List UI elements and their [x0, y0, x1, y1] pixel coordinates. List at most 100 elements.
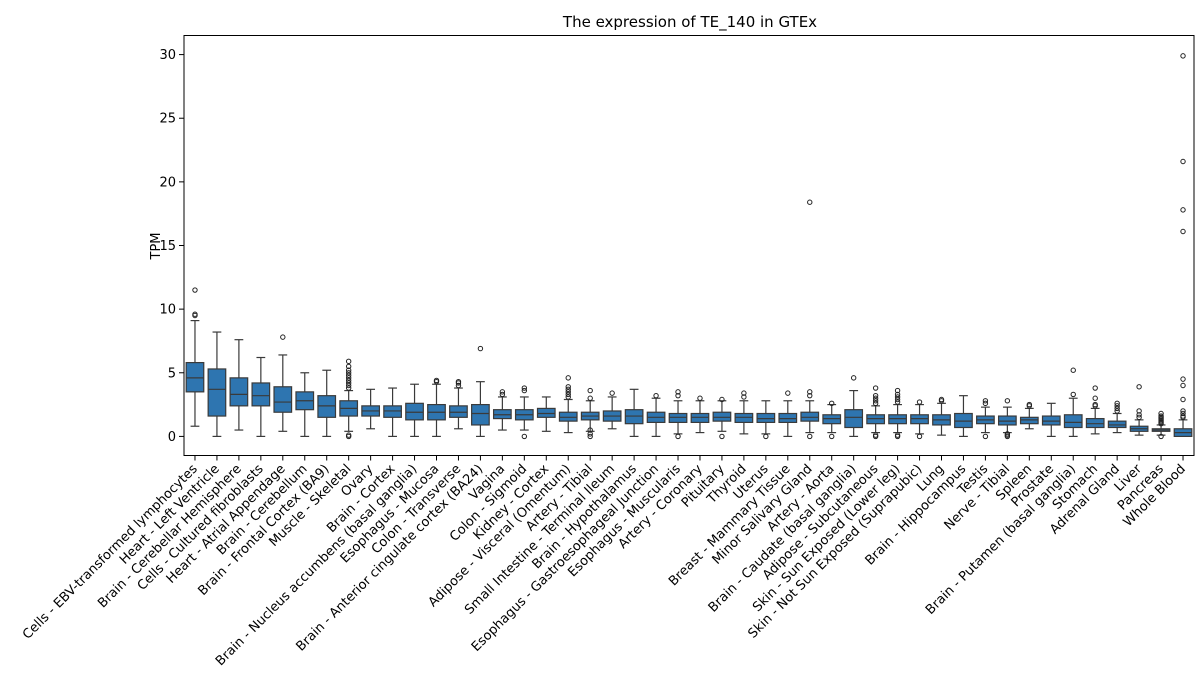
- outlier-point: [1180, 410, 1186, 417]
- outlier-point: [1180, 413, 1186, 419]
- outlier-point: [1136, 408, 1142, 414]
- box-group: [339, 358, 359, 440]
- outlier-point: [1004, 398, 1011, 404]
- chart-title: The expression of TE_140 in GTEx: [562, 13, 817, 32]
- box-iqr: [229, 377, 249, 407]
- outlier-point: [807, 433, 813, 440]
- outlier-point: [697, 395, 703, 401]
- box-group: [756, 400, 776, 440]
- box-group: [580, 387, 600, 440]
- outlier-point: [741, 394, 747, 400]
- box-group: [690, 395, 710, 434]
- plot-frame: [183, 35, 1195, 456]
- outlier-point: [1136, 414, 1142, 421]
- box-iqr: [536, 407, 556, 418]
- box-group: [646, 392, 666, 438]
- box-iqr: [910, 414, 929, 425]
- outlier-point: [521, 387, 528, 394]
- box-group: [888, 387, 907, 440]
- outlier-point: [565, 386, 571, 393]
- outlier-point: [894, 391, 901, 398]
- box-group: [976, 398, 995, 440]
- outlier-point: [345, 385, 352, 391]
- y-axis-label: TPM: [149, 233, 164, 261]
- box-group: [712, 396, 732, 440]
- outlier-point: [345, 377, 352, 384]
- outlier-point: [894, 432, 901, 438]
- outlier-point: [1180, 408, 1186, 414]
- box-iqr: [778, 412, 798, 424]
- box-iqr: [888, 414, 907, 425]
- box-iqr: [492, 409, 512, 420]
- box-group: [954, 395, 973, 438]
- box-group: [405, 383, 424, 438]
- outlier-point: [477, 345, 484, 352]
- box-group: [1041, 402, 1061, 438]
- box-group: [449, 378, 468, 430]
- outlier-point: [521, 385, 528, 391]
- box-group: [427, 377, 446, 438]
- outlier-point: [894, 396, 901, 403]
- outlier-point: [916, 433, 923, 440]
- box-group: [778, 390, 798, 438]
- box-iqr: [756, 412, 776, 424]
- outlier-point: [872, 392, 879, 399]
- box-group: [492, 389, 512, 431]
- outlier-point: [192, 311, 198, 317]
- y-tick-label: 10: [159, 303, 176, 318]
- outlier-point: [587, 387, 593, 394]
- outlier-point: [609, 390, 615, 396]
- box-group: [734, 390, 754, 435]
- box-group: [932, 396, 951, 436]
- box-iqr: [822, 414, 842, 425]
- box-iqr: [1063, 414, 1083, 429]
- outlier-point: [345, 372, 352, 379]
- outlier-point: [675, 433, 681, 440]
- outlier-point: [455, 382, 462, 389]
- box-iqr: [449, 405, 468, 418]
- box-group: [471, 345, 490, 438]
- outlier-point: [872, 395, 879, 401]
- outlier-point: [1158, 410, 1164, 417]
- y-tick-label: 15: [159, 239, 176, 254]
- outlier-point: [455, 378, 462, 385]
- outlier-point: [345, 370, 352, 376]
- box-group: [273, 334, 293, 432]
- box-group: [295, 372, 315, 438]
- box-iqr: [1085, 417, 1105, 429]
- y-tick-label: 5: [168, 366, 176, 381]
- y-tick-label: 25: [159, 112, 176, 127]
- outlier-point: [829, 433, 835, 440]
- outlier-point: [499, 389, 506, 395]
- y-tick-label: 30: [159, 48, 176, 63]
- box-iqr: [844, 409, 864, 429]
- outlier-point: [1114, 400, 1120, 407]
- box-iqr: [273, 386, 293, 413]
- outlier-point: [719, 396, 725, 403]
- outlier-point: [1180, 53, 1186, 59]
- outlier-point: [587, 433, 593, 440]
- outlier-point: [719, 433, 725, 440]
- outlier-point: [345, 380, 352, 386]
- outlier-point: [345, 367, 352, 373]
- box-group: [1173, 53, 1193, 438]
- box-group: [185, 287, 205, 427]
- outlier-point: [587, 431, 593, 437]
- outlier-point: [982, 398, 989, 404]
- outlier-point: [894, 399, 901, 405]
- box-iqr: [624, 409, 644, 425]
- box-iqr: [1019, 416, 1039, 425]
- outlier-point: [565, 389, 571, 395]
- box-iqr: [317, 395, 337, 418]
- outlier-point: [1180, 376, 1186, 382]
- y-tick-label: 20: [159, 175, 176, 190]
- box-iqr: [954, 412, 973, 429]
- box-group: [1107, 400, 1127, 434]
- box-group: [383, 387, 402, 438]
- outlier-point: [1070, 391, 1076, 398]
- outlier-point: [1070, 367, 1076, 373]
- box-iqr: [405, 402, 424, 421]
- outlier-point: [587, 395, 593, 401]
- box-iqr: [712, 411, 732, 422]
- outlier-point: [653, 392, 659, 399]
